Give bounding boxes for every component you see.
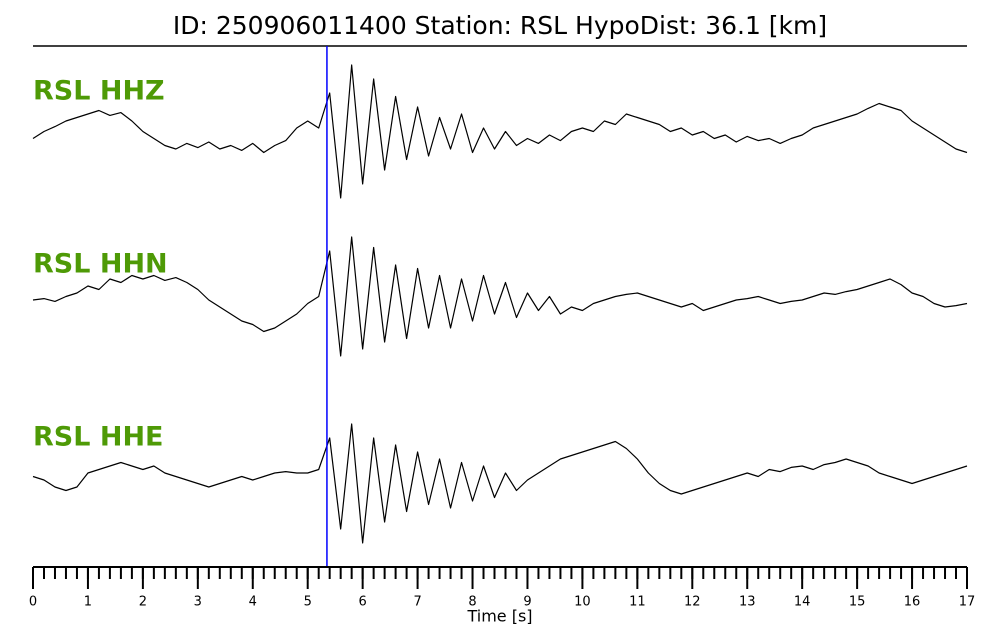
waveform <box>32 236 968 357</box>
x-tick-label: 1 <box>84 595 92 610</box>
x-tick-label: 9 <box>523 595 531 610</box>
x-tick-label: 11 <box>629 595 646 610</box>
x-tick-label: 17 <box>959 595 976 610</box>
trace-label: RSL HHN <box>33 249 168 280</box>
trace-label: RSL HHE <box>33 422 163 453</box>
x-tick-label: 5 <box>304 595 312 610</box>
chart-title: ID: 250906011400 Station: RSL HypoDist: … <box>173 11 827 40</box>
waveform <box>32 423 968 544</box>
x-axis-label: Time [s] <box>466 607 532 626</box>
trace-label: RSL HHZ <box>33 76 165 107</box>
x-tick-label: 3 <box>194 595 202 610</box>
x-tick-label: 7 <box>413 595 421 610</box>
x-tick-label: 10 <box>574 595 591 610</box>
x-tick-label: 4 <box>249 595 257 610</box>
x-tick-label: 14 <box>794 595 811 610</box>
x-tick-label: 16 <box>904 595 921 610</box>
x-tick-label: 12 <box>684 595 701 610</box>
x-tick-label: 2 <box>139 595 147 610</box>
x-tick-label: 6 <box>359 595 367 610</box>
waveform <box>32 64 968 199</box>
x-tick-label: 8 <box>468 595 476 610</box>
x-tick-label: 0 <box>29 595 37 610</box>
x-tick-label: 13 <box>739 595 756 610</box>
x-tick-label: 15 <box>849 595 866 610</box>
